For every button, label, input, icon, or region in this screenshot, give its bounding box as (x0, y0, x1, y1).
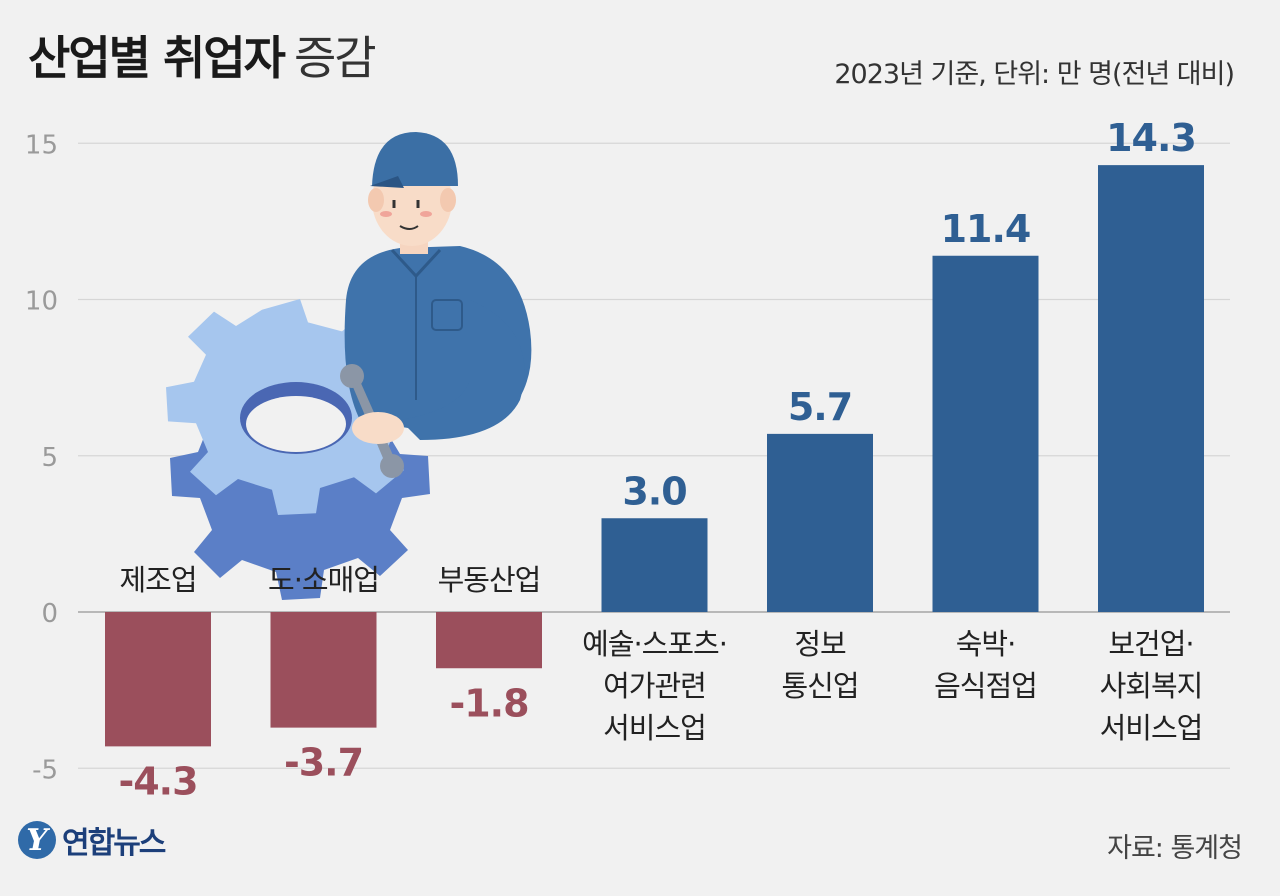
source-note: 자료: 통계청 (1107, 833, 1243, 864)
value-label-2: -1.8 (449, 681, 528, 725)
yonhap-logo: Y 연합뉴스 (18, 818, 166, 862)
category-label-0: 제조업 (119, 563, 196, 597)
bar-2 (436, 612, 542, 669)
bar-5 (932, 255, 1039, 612)
category-label-6: 보건업· (1108, 627, 1193, 661)
category-label-4: 정보 (794, 627, 846, 661)
title-light: 증감 (293, 31, 377, 85)
logo-mark: Y (18, 821, 56, 859)
title-bold: 산업별 취업자 (28, 31, 286, 85)
category-label-6: 사회복지 (1100, 669, 1203, 703)
bar-1 (270, 612, 377, 728)
category-label-2: 부동산업 (438, 563, 541, 597)
logo-text: 연합뉴스 (62, 826, 166, 861)
value-label-0: -4.3 (118, 759, 197, 803)
category-label-4: 통신업 (781, 669, 858, 703)
category-label-3: 예술·스포츠· (582, 627, 727, 661)
y-tick-label: 10 (25, 287, 58, 317)
value-label-6: 14.3 (1106, 116, 1196, 160)
category-label-3: 서비스업 (603, 711, 706, 745)
value-label-4: 5.7 (788, 385, 852, 429)
bars-layer: -4.3 제조업 -3.7 도·소매업 -1.8 부동산업 3.0 예술·스포츠· 여가관련서비… (105, 116, 1204, 803)
category-label-3: 여가관련 (603, 669, 706, 703)
worker-with-gear-illustration (166, 132, 532, 600)
category-label-5: 숙박· (956, 627, 1016, 661)
category-label-5: 음식점업 (934, 669, 1037, 703)
y-tick-label: 15 (25, 130, 58, 160)
y-tick-label: 0 (41, 599, 58, 629)
bar-6 (1098, 165, 1204, 612)
y-tick-label: -5 (32, 755, 58, 785)
bar-4 (767, 433, 873, 612)
bar-3 (601, 518, 708, 612)
bar-0 (105, 612, 211, 747)
value-label-1: -3.7 (284, 741, 363, 785)
category-label-1: 도·소매업 (268, 563, 379, 597)
y-tick-label: 5 (41, 443, 58, 473)
chart-title: 산업별 취업자 증감 (28, 22, 377, 88)
chart-subtitle: 2023년 기준, 단위: 만 명(전년 대비) (834, 59, 1235, 90)
category-label-6: 서비스업 (1100, 711, 1203, 745)
value-label-3: 3.0 (622, 469, 686, 513)
value-label-5: 11.4 (941, 207, 1031, 251)
